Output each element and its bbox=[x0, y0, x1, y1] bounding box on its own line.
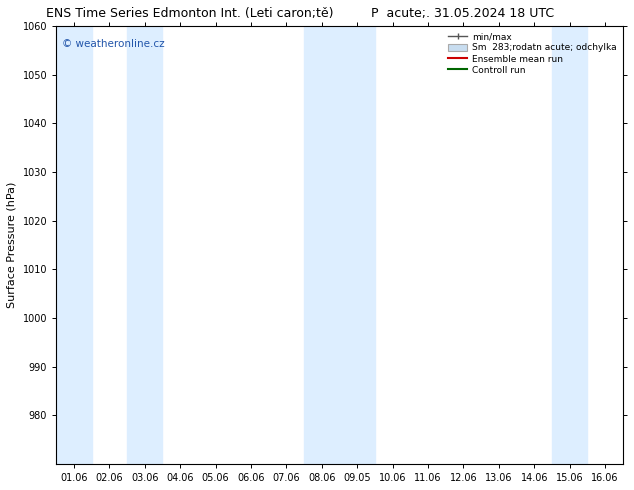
Bar bbox=[304, 26, 375, 464]
Bar bbox=[127, 26, 162, 464]
Y-axis label: Surface Pressure (hPa): Surface Pressure (hPa) bbox=[7, 182, 17, 308]
Legend: min/max, Sm  283;rodatn acute; odchylka, Ensemble mean run, Controll run: min/max, Sm 283;rodatn acute; odchylka, … bbox=[446, 30, 618, 77]
Bar bbox=[56, 26, 91, 464]
Text: © weatheronline.cz: © weatheronline.cz bbox=[62, 39, 164, 49]
Text: P  acute;. 31.05.2024 18 UTC: P acute;. 31.05.2024 18 UTC bbox=[372, 7, 554, 21]
Bar bbox=[552, 26, 588, 464]
Text: ENS Time Series Edmonton Int. (Leti caron;tě): ENS Time Series Edmonton Int. (Leti caro… bbox=[46, 7, 334, 21]
